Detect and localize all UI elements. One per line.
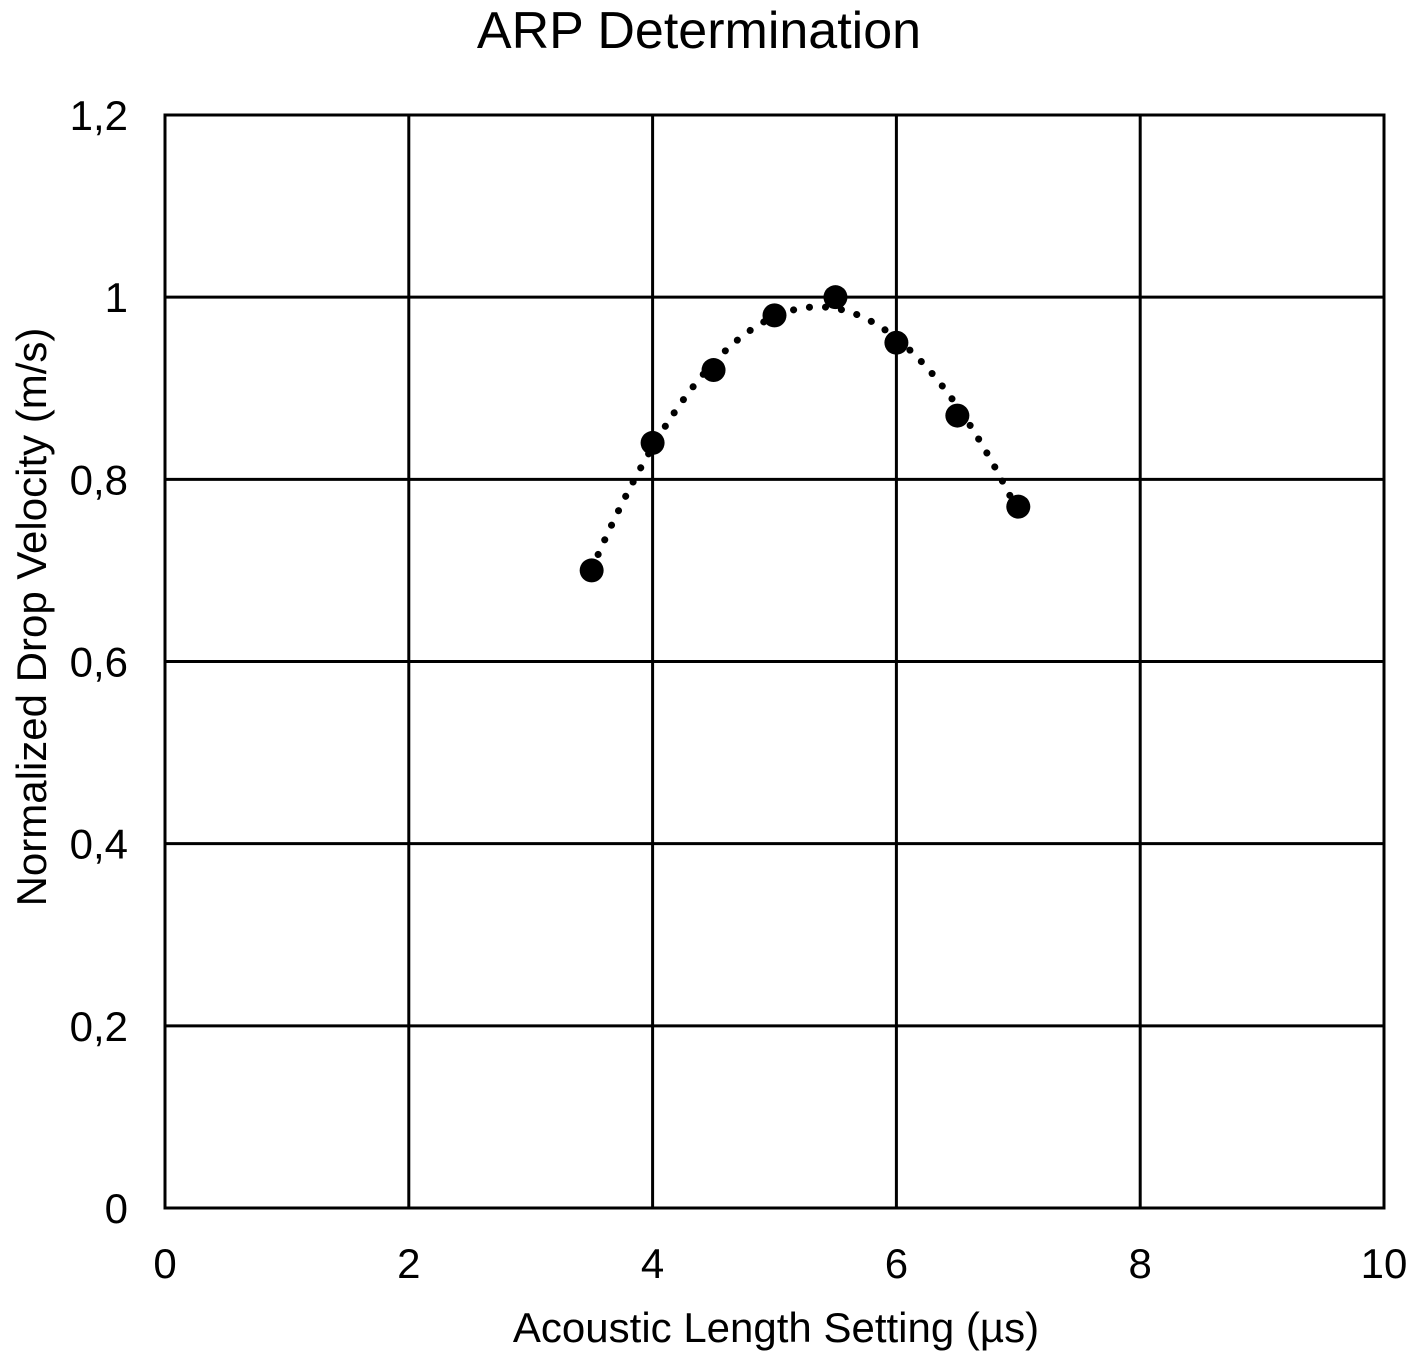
data-point — [641, 431, 665, 455]
data-point — [763, 303, 787, 327]
y-tick-label: 1 — [105, 274, 128, 321]
y-axis-label: Normalized Drop Velocity (m/s) — [8, 328, 55, 907]
x-tick-label: 8 — [1129, 1240, 1152, 1287]
data-points — [580, 285, 1031, 582]
x-tick-label: 0 — [153, 1240, 176, 1287]
data-point — [945, 404, 969, 428]
y-tick-label: 0,2 — [70, 1003, 128, 1050]
x-tick-label: 4 — [641, 1240, 664, 1287]
grid — [165, 115, 1384, 1208]
x-axis-tick-labels: 0 2 4 6 8 10 — [153, 1240, 1407, 1287]
y-tick-label: 0,4 — [70, 821, 128, 868]
y-tick-label: 0 — [105, 1185, 128, 1232]
data-point — [823, 285, 847, 309]
data-point — [884, 331, 908, 355]
data-point — [580, 558, 604, 582]
data-point — [702, 358, 726, 382]
x-axis-label: Acoustic Length Setting (µs) — [513, 1304, 1039, 1351]
y-tick-label: 0,6 — [70, 639, 128, 686]
y-axis-tick-labels: 0 0,2 0,4 0,6 0,8 1 1,2 — [70, 92, 128, 1232]
x-tick-label: 6 — [885, 1240, 908, 1287]
y-tick-label: 1,2 — [70, 92, 128, 139]
x-tick-label: 10 — [1361, 1240, 1408, 1287]
y-tick-label: 0,8 — [70, 456, 128, 503]
chart-title: ARP Determination — [477, 2, 921, 60]
x-tick-label: 2 — [397, 1240, 420, 1287]
data-point — [1006, 495, 1030, 519]
